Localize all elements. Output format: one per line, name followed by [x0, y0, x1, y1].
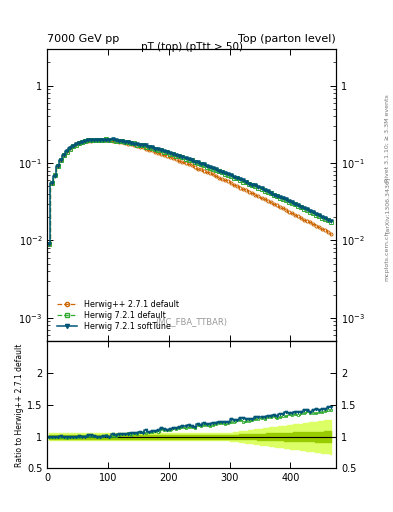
Text: 7000 GeV pp: 7000 GeV pp: [47, 33, 119, 44]
Text: [arXiv:1306.3436]: [arXiv:1306.3436]: [385, 177, 390, 233]
Legend: Herwig++ 2.7.1 default, Herwig 7.2.1 default, Herwig 7.2.1 softTune: Herwig++ 2.7.1 default, Herwig 7.2.1 def…: [54, 297, 182, 334]
Text: (MC_FBA_TTBAR): (MC_FBA_TTBAR): [156, 317, 228, 327]
Text: mcplots.cern.ch: mcplots.cern.ch: [385, 231, 390, 281]
Y-axis label: Ratio to Herwig++ 2.7.1 default: Ratio to Herwig++ 2.7.1 default: [15, 343, 24, 466]
Text: Top (parton level): Top (parton level): [238, 33, 336, 44]
Text: Rivet 3.1.10; ≥ 3.3M events: Rivet 3.1.10; ≥ 3.3M events: [385, 94, 390, 182]
Title: pT (top) (pTtt > 50): pT (top) (pTtt > 50): [141, 42, 242, 52]
